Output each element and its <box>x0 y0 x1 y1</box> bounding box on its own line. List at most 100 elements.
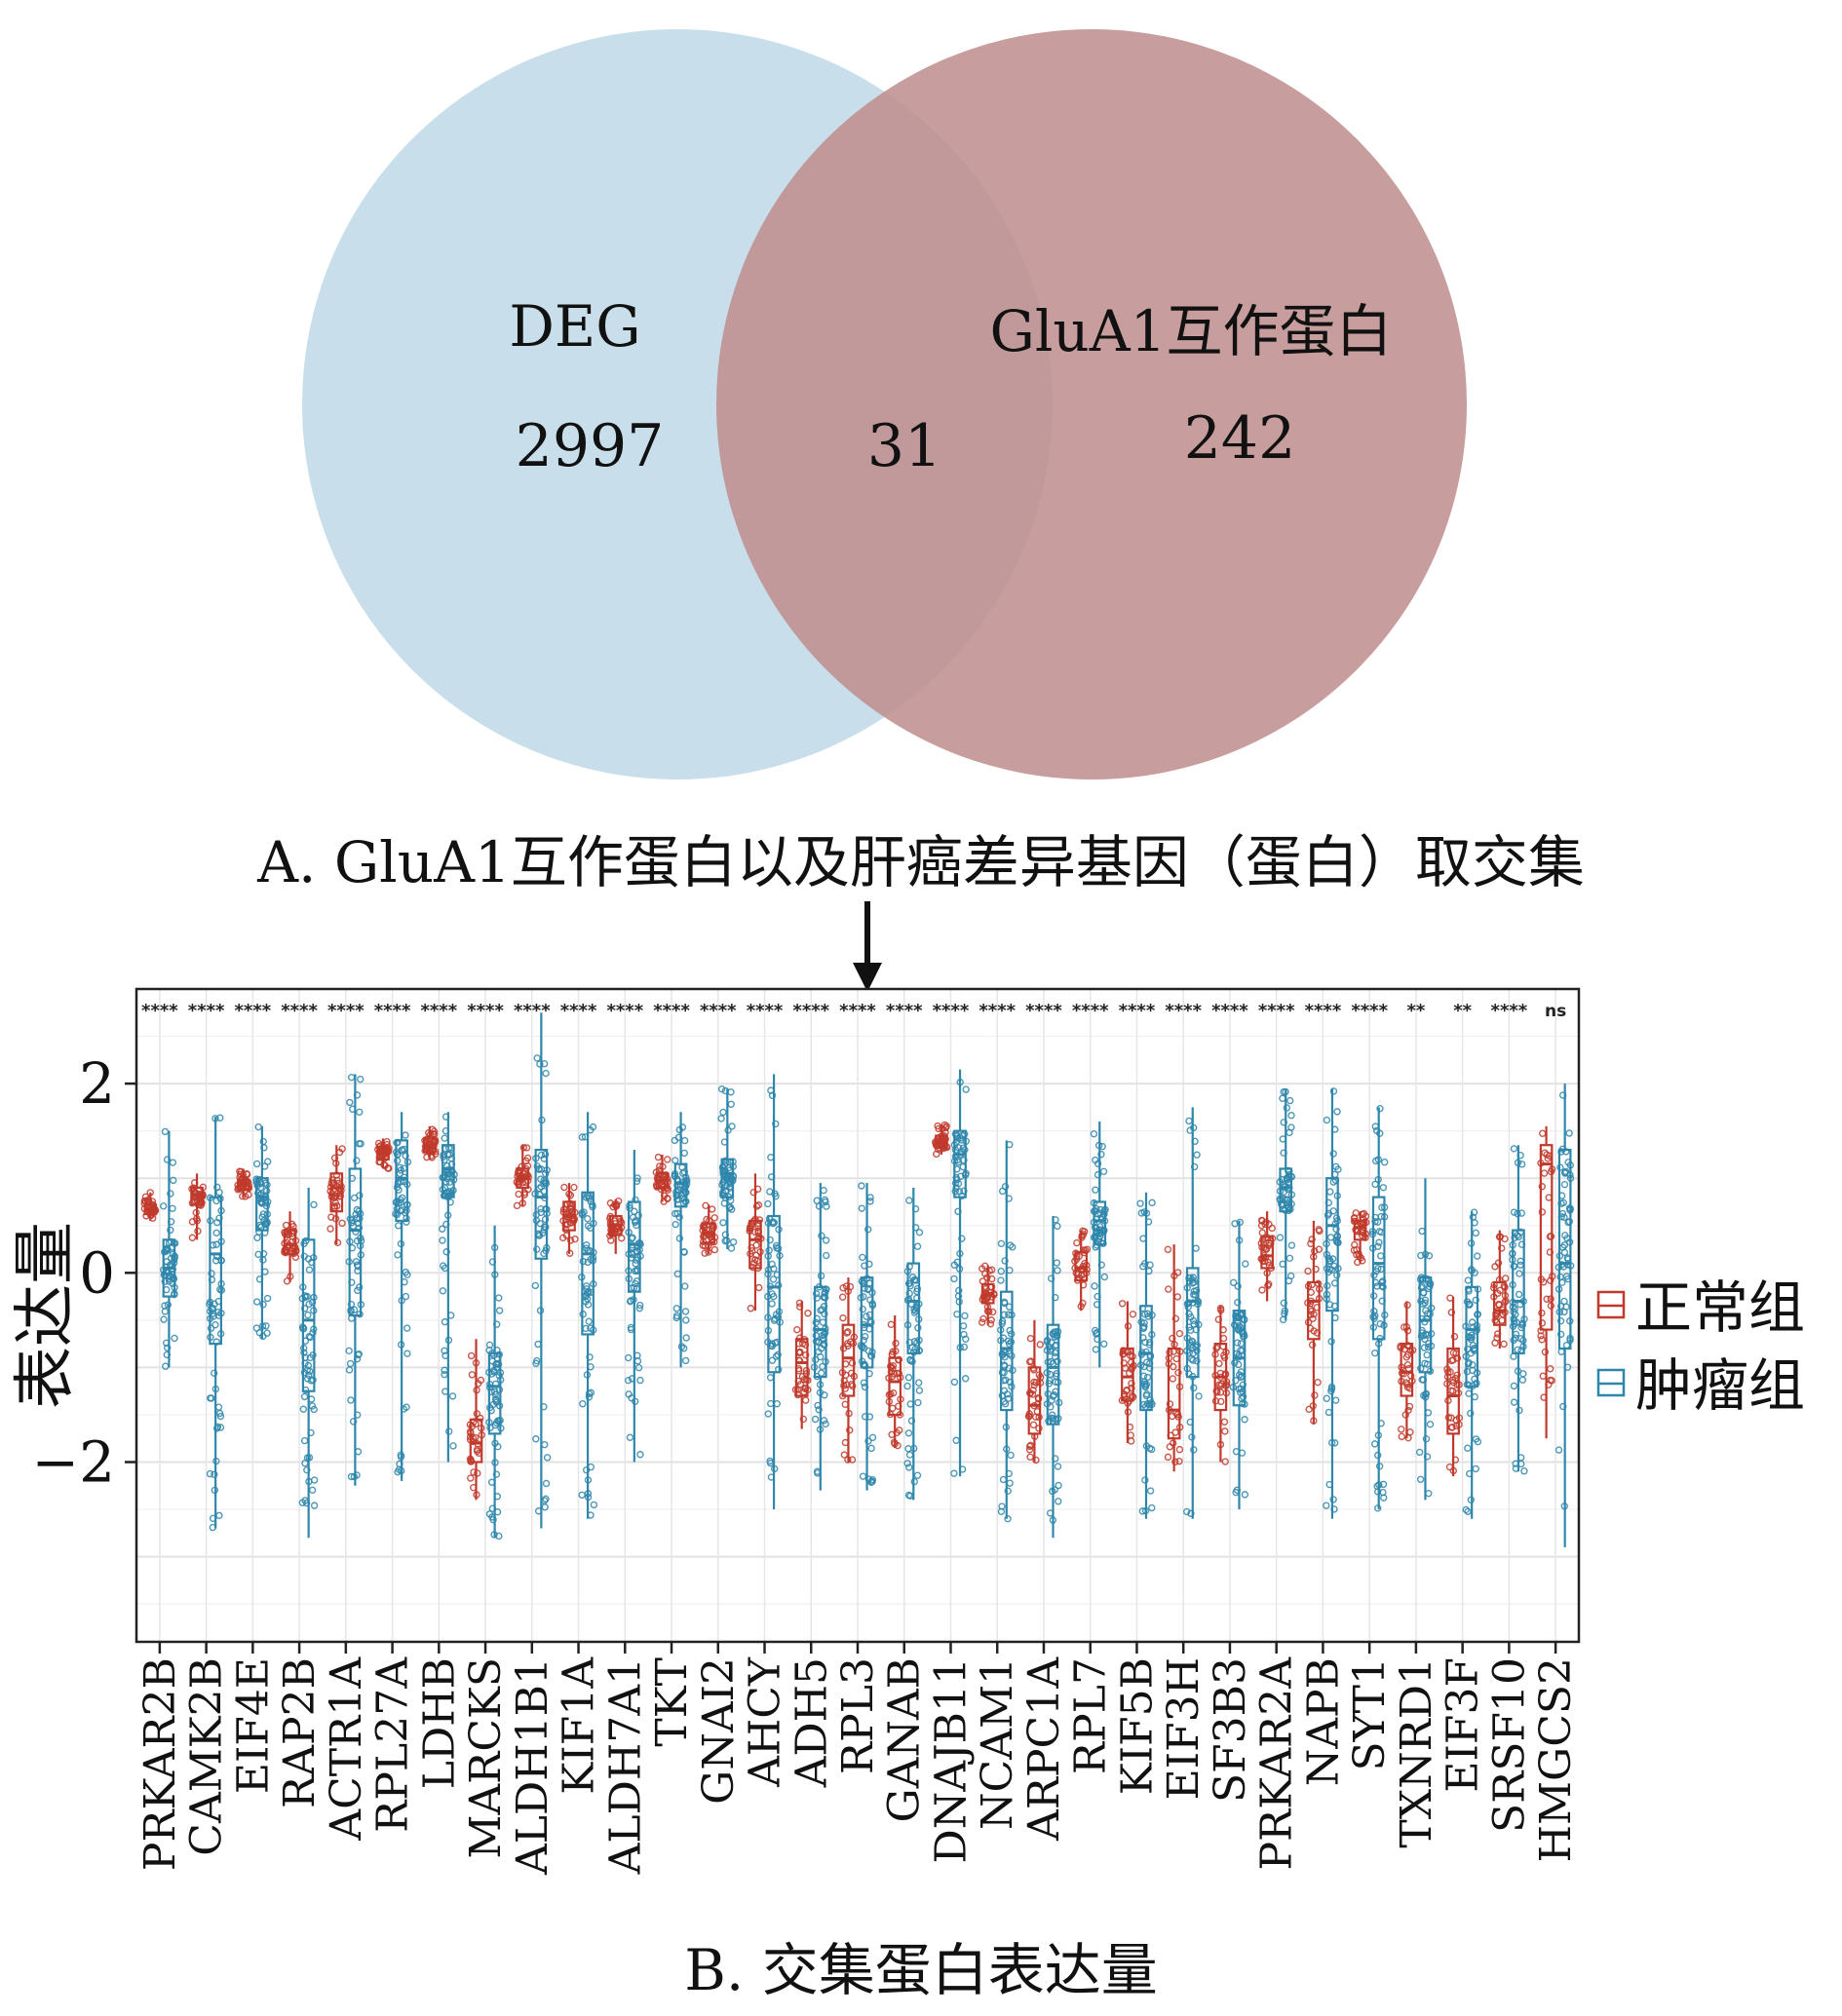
data-point <box>796 1381 805 1388</box>
data-point <box>1537 1332 1545 1340</box>
data-point <box>905 1464 913 1471</box>
data-point <box>1174 1369 1182 1377</box>
data-point <box>1498 1244 1506 1252</box>
down-arrow-icon <box>853 901 882 992</box>
data-point <box>1556 1302 1565 1311</box>
data-point <box>541 1151 550 1159</box>
data-point <box>1468 1331 1476 1339</box>
data-point <box>1148 1198 1156 1207</box>
data-point <box>1175 1457 1183 1465</box>
venn-deg-label: DEG <box>509 293 640 360</box>
data-point <box>1099 1210 1108 1219</box>
box-tumor-ganab <box>903 1187 924 1501</box>
significance-label: **** <box>281 1001 318 1021</box>
data-point <box>1308 1341 1317 1349</box>
data-point <box>821 1196 829 1204</box>
data-point <box>675 1213 683 1221</box>
significance-label: **** <box>467 1001 504 1021</box>
data-point <box>206 1469 214 1478</box>
x-tick-label: AHCY <box>741 1656 790 1788</box>
data-point <box>1001 1257 1009 1265</box>
data-point <box>542 1169 550 1178</box>
data-point <box>439 1236 446 1244</box>
data-point <box>768 1091 777 1099</box>
data-point <box>664 1195 672 1202</box>
box-tumor-napb <box>1323 1087 1342 1519</box>
venn-intersection-count: 31 <box>867 412 941 480</box>
data-point <box>1146 1396 1154 1404</box>
x-tick-label: DNAJB11 <box>926 1657 976 1864</box>
data-point <box>170 1176 177 1185</box>
data-point <box>188 1218 197 1226</box>
data-point <box>1287 1112 1295 1120</box>
data-point <box>815 1406 823 1414</box>
box-tumor-adh5 <box>810 1183 830 1491</box>
data-point <box>635 1304 643 1312</box>
data-point <box>1258 1286 1266 1294</box>
data-point <box>672 1196 681 1203</box>
data-point <box>978 1318 986 1326</box>
box-body <box>1418 1276 1433 1374</box>
data-point <box>1054 1222 1061 1231</box>
data-point <box>492 1470 501 1478</box>
data-point <box>1079 1299 1087 1308</box>
box-normal-aldh7a1 <box>606 1197 626 1254</box>
data-point <box>467 1474 475 1482</box>
box-normal-eif3f <box>1443 1294 1464 1477</box>
data-point <box>522 1144 531 1152</box>
data-point <box>864 1284 872 1293</box>
data-point <box>1491 1339 1499 1347</box>
data-point <box>402 1292 410 1301</box>
data-point <box>822 1420 829 1428</box>
data-point <box>1215 1359 1223 1368</box>
data-point <box>961 1375 970 1383</box>
data-point <box>1421 1359 1429 1367</box>
box-normal-prkar2a <box>1257 1211 1277 1302</box>
x-tick-label: NCAM1 <box>973 1657 1022 1830</box>
data-point <box>310 1200 318 1209</box>
data-point <box>1221 1458 1229 1465</box>
data-point <box>519 1144 528 1152</box>
data-point <box>1122 1395 1131 1403</box>
data-point <box>170 1274 177 1281</box>
x-tick-label: EIF3H <box>1159 1657 1209 1800</box>
data-point <box>570 1183 578 1192</box>
data-point <box>495 1307 504 1314</box>
data-point <box>346 1098 354 1107</box>
data-point <box>1308 1236 1316 1243</box>
data-point <box>1169 1375 1177 1383</box>
box-body <box>469 1418 483 1464</box>
box-normal-sf3b3 <box>1211 1305 1231 1465</box>
x-tick-label: CAMK2B <box>182 1657 232 1856</box>
data-point <box>1379 1184 1388 1192</box>
data-point <box>962 1085 970 1093</box>
legend-label: 正常组 <box>1635 1274 1805 1341</box>
data-point <box>961 1312 969 1320</box>
data-point <box>584 1301 593 1309</box>
data-point <box>682 1334 690 1342</box>
data-point <box>347 1300 356 1309</box>
data-point <box>1032 1413 1040 1421</box>
data-point <box>748 1221 755 1230</box>
data-point <box>533 1054 541 1062</box>
data-point <box>1491 1263 1499 1271</box>
data-point <box>208 1270 215 1277</box>
data-point <box>823 1251 830 1260</box>
data-point <box>1265 1280 1273 1288</box>
data-point <box>536 1060 544 1068</box>
data-point <box>719 1219 727 1227</box>
data-point <box>979 1314 987 1323</box>
data-point <box>1141 1311 1149 1318</box>
box-normal-gnai2 <box>699 1201 719 1257</box>
significance-label: **** <box>606 1001 643 1021</box>
legend-item-normal: 正常组 <box>1596 1274 1805 1341</box>
box-body <box>255 1177 269 1232</box>
x-tick-label: RAP2B <box>275 1657 325 1808</box>
data-point <box>1323 1502 1330 1509</box>
data-point <box>1450 1332 1459 1341</box>
data-point <box>1315 1226 1323 1234</box>
data-point <box>1448 1424 1456 1431</box>
box-body <box>1353 1219 1367 1241</box>
data-point <box>632 1260 639 1268</box>
data-point <box>353 1157 361 1164</box>
